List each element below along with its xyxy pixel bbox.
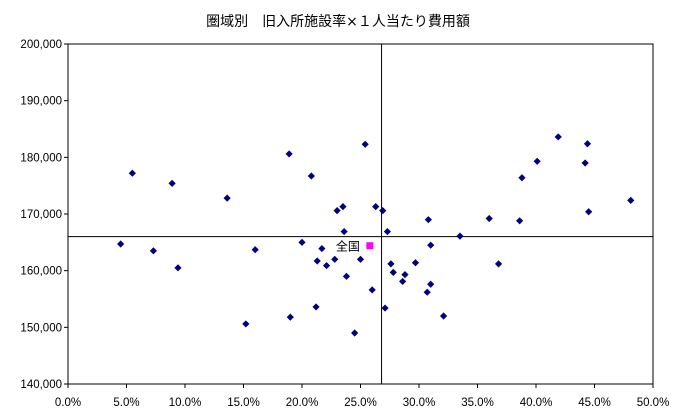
y-tick-label: 200,000: [20, 39, 62, 51]
data-point: [318, 244, 326, 253]
data-point: [128, 169, 136, 177]
data-point: [381, 304, 389, 312]
data-point: [372, 203, 380, 211]
data-point: [518, 174, 526, 182]
data-point: [331, 255, 339, 263]
data-point: [439, 312, 448, 320]
data-point: [379, 207, 387, 215]
data-point: [223, 194, 231, 202]
data-point: [387, 260, 395, 268]
y-tick-label: 180,000: [20, 152, 62, 164]
data-point: [339, 203, 347, 211]
data-point: [554, 133, 562, 141]
data-point: [168, 179, 176, 187]
data-point: [423, 288, 431, 296]
y-tick-label: 160,000: [20, 266, 62, 278]
data-point: [340, 227, 348, 236]
data-point: [333, 207, 341, 215]
data-point: [427, 280, 435, 288]
data-point: [312, 303, 320, 311]
y-tick-label: 190,000: [20, 96, 62, 108]
data-point: [516, 217, 524, 225]
reference-lines: [68, 44, 653, 384]
data-point: [356, 255, 365, 263]
data-point: [368, 286, 376, 294]
data-point: [117, 240, 125, 248]
data-point: [307, 172, 315, 180]
data-point: [342, 272, 351, 280]
data-point: [242, 320, 250, 328]
data-point: [322, 261, 331, 270]
data-point: [494, 260, 503, 268]
plot-area: [67, 43, 654, 385]
data-point: [627, 196, 635, 204]
national-label: 全国: [336, 239, 360, 254]
x-tick-label: 15.0%: [227, 397, 260, 409]
x-tick-label: 0.0%: [55, 397, 81, 409]
data-point: [286, 313, 294, 321]
data-point: [174, 264, 182, 272]
x-tick-label: 40.0%: [520, 397, 553, 409]
data-point: [251, 246, 259, 254]
data-point: [456, 232, 464, 240]
data-point: [361, 140, 369, 148]
data-point: [533, 157, 541, 165]
x-axis-ticks: 0.0% 5.0% 10.0% 15.0% 20.0% 25.0% 30.0% 35.0% 40…: [55, 384, 669, 409]
data-point: [298, 238, 306, 246]
data-point: [427, 241, 435, 249]
data-points: [117, 133, 635, 337]
data-point: [585, 208, 593, 216]
chart-title: 圏域別 旧入所施設率×１人当たり費用額: [206, 13, 470, 30]
x-tick-label: 10.0%: [169, 397, 202, 409]
data-point: [399, 277, 407, 286]
data-point: [581, 159, 589, 167]
x-tick-label: 50.0%: [637, 397, 670, 409]
data-point: [485, 214, 493, 223]
y-tick-label: 170,000: [20, 209, 62, 221]
data-point: [401, 271, 409, 279]
data-point: [389, 268, 397, 276]
x-tick-label: 35.0%: [461, 397, 494, 409]
data-point: [583, 140, 592, 148]
x-tick-label: 20.0%: [286, 397, 319, 409]
data-point: [424, 216, 432, 224]
y-tick-label: 140,000: [20, 379, 62, 391]
x-tick-label: 25.0%: [344, 397, 377, 409]
data-point: [285, 150, 293, 158]
x-tick-label: 5.0%: [113, 397, 139, 409]
data-point: [313, 257, 321, 265]
data-point: [351, 329, 359, 337]
x-tick-label: 45.0%: [578, 397, 611, 409]
national-point: [366, 242, 374, 250]
data-point: [383, 227, 392, 236]
data-point: [411, 259, 420, 267]
x-tick-label: 30.0%: [403, 397, 436, 409]
y-tick-label: 150,000: [20, 322, 62, 334]
y-axis-ticks: 140,000 150,000 160,000 170,000 180,000 190,0…: [20, 39, 68, 391]
data-point: [149, 247, 158, 255]
